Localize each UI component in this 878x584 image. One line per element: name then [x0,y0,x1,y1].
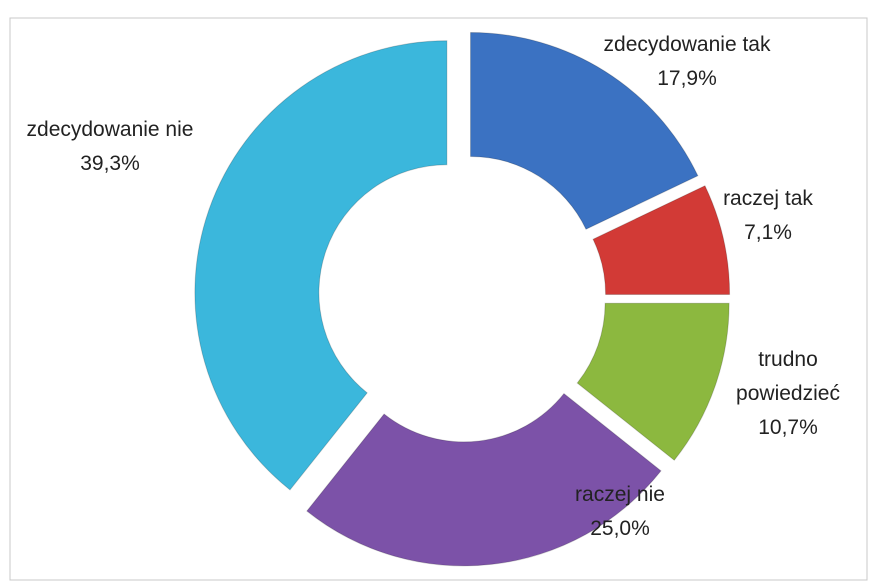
category-label: raczej tak [723,187,813,210]
value-label: 7,1% [744,221,792,244]
category-label: zdecydowanie tak [603,33,771,56]
value-label: 10,7% [758,416,818,439]
donut-segment [194,40,448,491]
data-label: raczej tak 7,1% [708,182,828,250]
donut-segment [576,302,730,461]
category-label: raczej nie [575,483,665,506]
data-label: zdecydowanie nie 39,3% [0,113,240,181]
frame [9,17,868,581]
data-label: zdecydowanie tak 17,9% [557,28,817,96]
donut-segment [592,185,731,295]
data-label: trudno powiedzieć 10,7% [733,343,843,445]
value-label: 17,9% [657,67,717,90]
value-label: 25,0% [590,517,650,540]
donut-segment [470,31,699,230]
category-label: trudno powiedzieć [736,348,840,405]
category-label: zdecydowanie nie [26,118,194,141]
data-label: raczej nie 25,0% [540,478,700,546]
value-label: 39,3% [80,152,140,175]
donut-segment [306,392,662,567]
